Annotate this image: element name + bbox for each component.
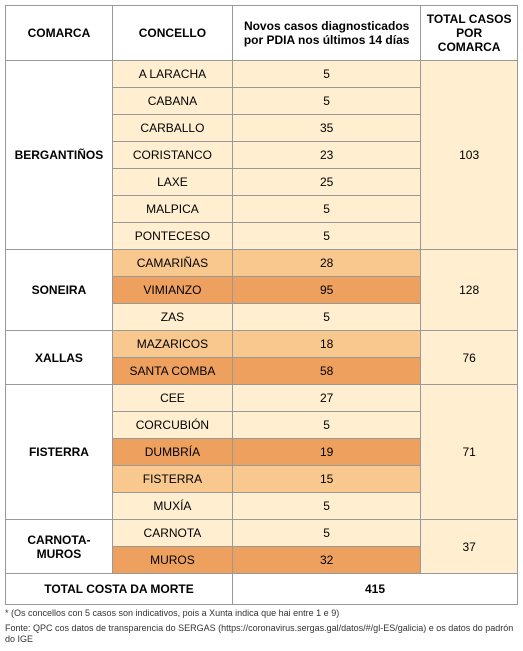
concello-value: 5 [232, 304, 420, 331]
header-total: TOTAL CASOS POR COMARCA [421, 6, 518, 61]
concello-name: MAZARICOS [112, 331, 232, 358]
concello-name: SANTA COMBA [112, 358, 232, 385]
concello-value: 19 [232, 439, 420, 466]
concello-name: CABANA [112, 88, 232, 115]
comarca-name: XALLAS [6, 331, 113, 385]
table-row: SONEIRACAMARIÑAS28128 [6, 250, 518, 277]
concello-name: CEE [112, 385, 232, 412]
header-casos: Novos casos diagnosticados por PDIA nos … [232, 6, 420, 61]
concello-value: 5 [232, 88, 420, 115]
concello-name: DUMBRÍA [112, 439, 232, 466]
header-row: COMARCA CONCELLO Novos casos diagnostica… [6, 6, 518, 61]
total-row: TOTAL COSTA DA MORTE415 [6, 574, 518, 605]
comarca-name: CARNOTA-MUROS [6, 520, 113, 574]
comarca-name: BERGANTIÑOS [6, 61, 113, 250]
comarca-total: 71 [421, 385, 518, 520]
table-row: XALLASMAZARICOS1876 [6, 331, 518, 358]
concello-value: 5 [232, 196, 420, 223]
comarca-total: 37 [421, 520, 518, 574]
concello-name: A LARACHA [112, 61, 232, 88]
concello-value: 15 [232, 466, 420, 493]
comarca-name: SONEIRA [6, 250, 113, 331]
covid-comarca-table: COMARCA CONCELLO Novos casos diagnostica… [5, 5, 518, 605]
concello-name: CARBALLO [112, 115, 232, 142]
concello-name: CORISTANCO [112, 142, 232, 169]
concello-value: 5 [232, 61, 420, 88]
header-comarca: COMARCA [6, 6, 113, 61]
comarca-total: 128 [421, 250, 518, 331]
table-row: FISTERRACEE2771 [6, 385, 518, 412]
table-row: BERGANTIÑOSA LARACHA5103 [6, 61, 518, 88]
concello-value: 5 [232, 223, 420, 250]
concello-value: 18 [232, 331, 420, 358]
concello-value: 25 [232, 169, 420, 196]
comarca-name: FISTERRA [6, 385, 113, 520]
concello-value: 5 [232, 520, 420, 547]
concello-name: LAXE [112, 169, 232, 196]
concello-value: 95 [232, 277, 420, 304]
footnote-1: * (Os concellos con 5 casos son indicati… [5, 608, 518, 620]
concello-value: 32 [232, 547, 420, 574]
concello-name: CARNOTA [112, 520, 232, 547]
header-concello: CONCELLO [112, 6, 232, 61]
concello-value: 58 [232, 358, 420, 385]
concello-name: CORCUBIÓN [112, 412, 232, 439]
concello-value: 5 [232, 412, 420, 439]
concello-name: MUXÍA [112, 493, 232, 520]
comarca-total: 103 [421, 61, 518, 250]
footnote-2: Fonte: QPC cos datos de transparencia do… [5, 623, 518, 646]
comarca-total: 76 [421, 331, 518, 385]
concello-value: 5 [232, 493, 420, 520]
total-value: 415 [232, 574, 517, 605]
concello-name: CAMARIÑAS [112, 250, 232, 277]
concello-name: MALPICA [112, 196, 232, 223]
concello-value: 35 [232, 115, 420, 142]
table-row: CARNOTA-MUROSCARNOTA537 [6, 520, 518, 547]
concello-value: 28 [232, 250, 420, 277]
concello-value: 27 [232, 385, 420, 412]
concello-name: PONTECESO [112, 223, 232, 250]
concello-name: MUROS [112, 547, 232, 574]
concello-name: ZAS [112, 304, 232, 331]
concello-value: 23 [232, 142, 420, 169]
concello-name: FISTERRA [112, 466, 232, 493]
concello-name: VIMIANZO [112, 277, 232, 304]
total-label: TOTAL COSTA DA MORTE [6, 574, 233, 605]
